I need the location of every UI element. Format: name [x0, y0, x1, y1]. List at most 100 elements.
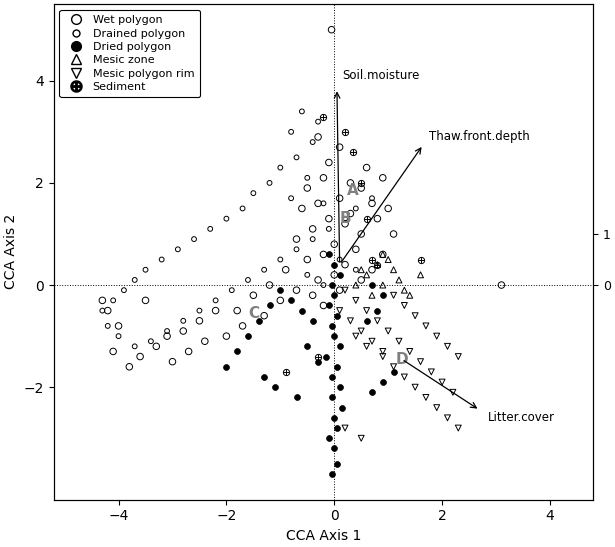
Point: [332, 363, 342, 371]
Point: [399, 373, 409, 381]
Point: [329, 260, 339, 269]
Point: [303, 184, 312, 193]
Point: [329, 414, 339, 422]
Legend: Wet polygon, Drained polygon, Dried polygon, Mesic zone, Mesic polygon rim, Sedi: Wet polygon, Drained polygon, Dried poly…: [60, 10, 200, 97]
Point: [329, 291, 339, 300]
Point: [335, 255, 344, 264]
Point: [496, 281, 506, 289]
Text: Litter.cover: Litter.cover: [488, 411, 555, 424]
Point: [211, 296, 221, 305]
X-axis label: CCA Axis 1: CCA Axis 1: [286, 529, 361, 543]
Point: [97, 296, 107, 305]
Point: [248, 291, 258, 300]
Point: [146, 337, 156, 346]
Point: [340, 424, 350, 433]
Point: [329, 270, 339, 279]
Point: [327, 373, 336, 381]
Point: [340, 260, 350, 269]
Point: [389, 230, 399, 238]
Point: [346, 178, 355, 187]
Point: [378, 347, 387, 356]
Point: [421, 322, 431, 330]
Point: [324, 214, 334, 223]
Point: [119, 286, 129, 294]
Point: [194, 306, 204, 315]
Point: [141, 265, 151, 274]
Point: [383, 327, 393, 335]
Point: [292, 153, 301, 162]
Point: [373, 214, 383, 223]
Point: [248, 189, 258, 197]
Point: [329, 240, 339, 248]
Point: [340, 214, 350, 223]
Point: [356, 276, 366, 284]
Point: [351, 245, 361, 254]
Point: [313, 357, 323, 366]
Point: [432, 331, 442, 340]
Point: [97, 306, 107, 315]
Point: [329, 331, 339, 340]
Point: [324, 224, 334, 233]
Point: [189, 235, 199, 243]
Point: [227, 286, 237, 294]
Point: [260, 265, 269, 274]
Point: [383, 255, 393, 264]
Point: [367, 199, 377, 208]
Point: [205, 224, 215, 233]
Point: [367, 337, 377, 346]
Point: [151, 342, 161, 351]
Point: [362, 163, 371, 172]
Point: [303, 270, 312, 279]
Point: [319, 250, 328, 259]
Point: [389, 291, 399, 300]
Point: [367, 291, 377, 300]
Point: [254, 316, 264, 325]
Point: [103, 306, 113, 315]
Point: [378, 378, 387, 387]
Point: [453, 424, 463, 433]
Point: [292, 245, 301, 254]
Point: [313, 117, 323, 126]
Point: [383, 204, 393, 213]
Point: [221, 331, 231, 340]
Point: [297, 107, 307, 116]
Point: [329, 444, 339, 453]
Text: Thaw.front.depth: Thaw.front.depth: [429, 130, 530, 143]
Point: [260, 311, 269, 320]
Point: [399, 301, 409, 310]
Point: [327, 25, 336, 34]
Point: [332, 424, 342, 433]
Point: [362, 316, 371, 325]
Point: [108, 347, 118, 356]
Point: [308, 138, 317, 147]
Point: [335, 342, 344, 351]
Point: [141, 296, 151, 305]
Point: [237, 204, 247, 213]
Point: [308, 291, 317, 300]
Point: [130, 342, 140, 351]
Point: [221, 214, 231, 223]
Point: [237, 322, 247, 330]
Point: [327, 322, 336, 330]
Point: [297, 306, 307, 315]
Point: [221, 363, 231, 371]
Point: [114, 331, 124, 340]
Point: [308, 235, 317, 243]
Point: [103, 322, 113, 330]
Point: [356, 327, 366, 335]
Point: [335, 194, 344, 202]
Text: A: A: [347, 183, 359, 198]
Point: [394, 276, 404, 284]
Point: [410, 311, 420, 320]
Point: [351, 265, 361, 274]
Point: [453, 352, 463, 361]
Point: [448, 388, 458, 397]
Point: [167, 357, 177, 366]
Point: [373, 260, 383, 269]
Point: [200, 337, 210, 346]
Point: [276, 286, 285, 294]
Point: [335, 306, 344, 315]
Point: [346, 209, 355, 218]
Point: [264, 281, 274, 289]
Point: [157, 255, 167, 264]
